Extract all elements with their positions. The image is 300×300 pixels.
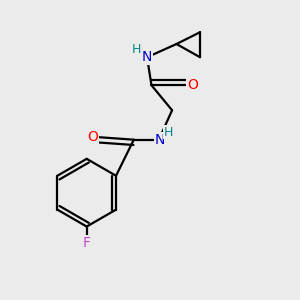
Text: H: H xyxy=(164,126,173,139)
Text: N: N xyxy=(155,133,166,147)
Text: H: H xyxy=(132,44,141,56)
Text: N: N xyxy=(142,50,152,64)
Text: F: F xyxy=(83,236,91,250)
Text: O: O xyxy=(87,130,98,144)
Text: O: O xyxy=(187,78,198,92)
